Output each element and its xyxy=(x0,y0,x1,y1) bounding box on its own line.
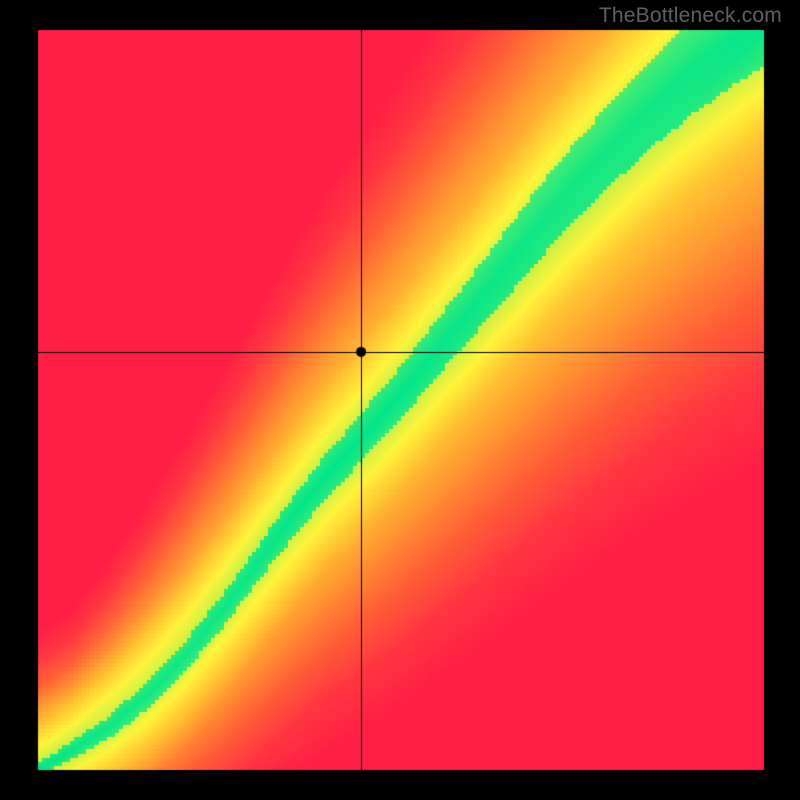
watermark-label: TheBottleneck.com xyxy=(599,4,782,28)
chart-container: TheBottleneck.com xyxy=(0,0,800,800)
bottleneck-heatmap-canvas xyxy=(0,0,800,800)
